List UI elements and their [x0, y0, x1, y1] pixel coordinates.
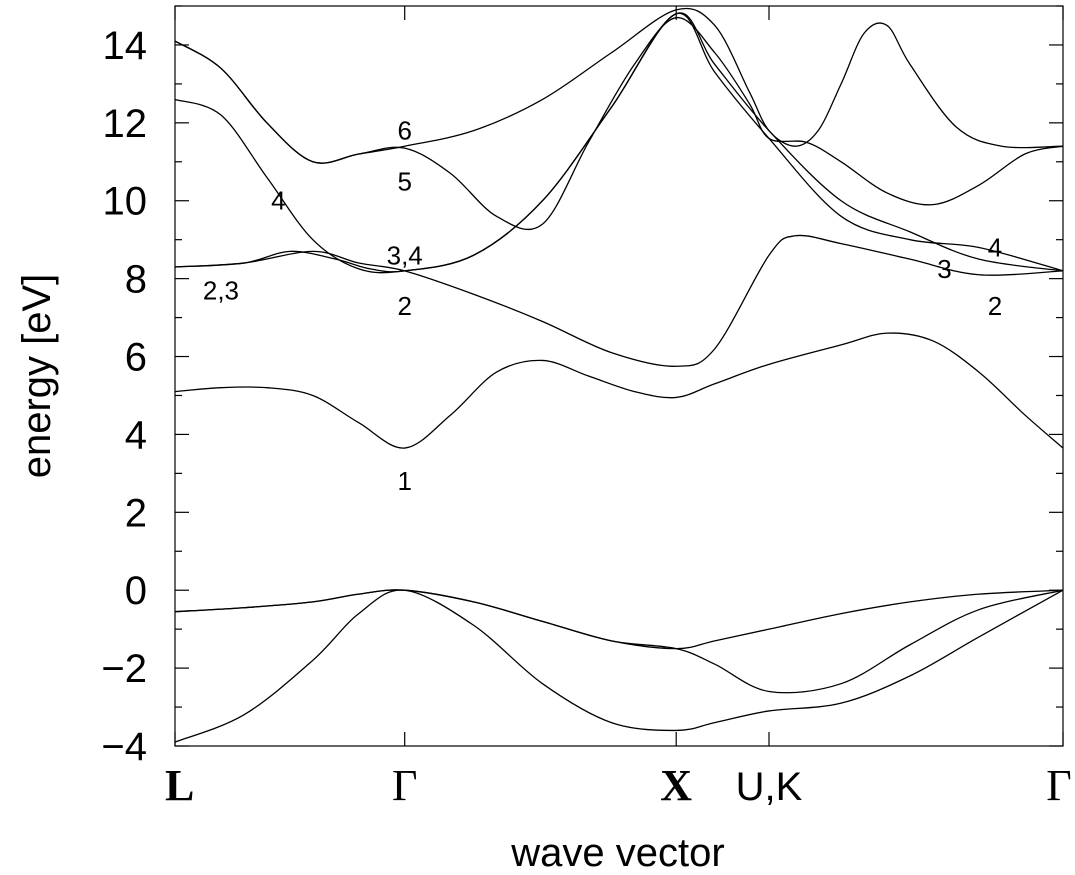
y-tick-label: 8 [125, 258, 147, 302]
band-index-label: 4 [988, 232, 1002, 262]
band-index-label: 3 [937, 254, 951, 284]
band-index-label: 6 [397, 116, 411, 146]
band-line-8 [174, 17, 1064, 230]
y-tick-label: 2 [125, 491, 147, 535]
y-tick-labels: −4 −2 0 2 4 6 8 10 12 14 [101, 24, 147, 769]
x-tick-label: X [660, 761, 692, 810]
plot-frame [174, 5, 1064, 747]
y-axis-label: energy [eV] [15, 274, 59, 479]
tick-marks [174, 5, 1064, 747]
x-axis-label: wave vector [510, 831, 724, 875]
band-index-label: 1 [397, 466, 411, 496]
x-tick-label: Γ [392, 761, 417, 810]
band-index-label: 2 [397, 291, 411, 321]
band-line-2 [174, 589, 1064, 694]
x-tick-label: Γ [1046, 761, 1071, 810]
band-line-9 [174, 7, 1064, 164]
y-tick-label: 4 [125, 413, 147, 457]
band-index-label: 4 [271, 186, 285, 216]
band-annotations: 6 5 4 3,4 2,3 2 1 4 3 2 [203, 116, 1002, 497]
y-tick-label: 6 [125, 336, 147, 380]
y-tick-label: −4 [101, 725, 147, 769]
band-line-5 [174, 234, 1064, 367]
band-lines [174, 7, 1064, 743]
band-index-label: 2,3 [203, 275, 239, 305]
band-line-7 [174, 12, 1064, 274]
y-tick-label: 10 [103, 180, 148, 224]
band-index-label: 2 [988, 291, 1002, 321]
x-tick-label: U,K [736, 765, 803, 809]
x-tick-label: L [165, 761, 194, 810]
band-line-1 [174, 589, 1064, 743]
band-line-3 [174, 589, 1064, 650]
band-line-6 [174, 12, 1064, 273]
band-index-label: 3,4 [387, 240, 423, 270]
y-tick-label: 14 [103, 24, 148, 68]
band-line-4 [174, 332, 1064, 449]
band-index-label: 5 [397, 166, 411, 196]
x-tick-labels: L Γ X U,K Γ [165, 761, 1072, 810]
y-tick-label: 0 [125, 569, 147, 613]
y-tick-label: 12 [103, 102, 148, 146]
y-tick-label: −2 [101, 647, 147, 691]
